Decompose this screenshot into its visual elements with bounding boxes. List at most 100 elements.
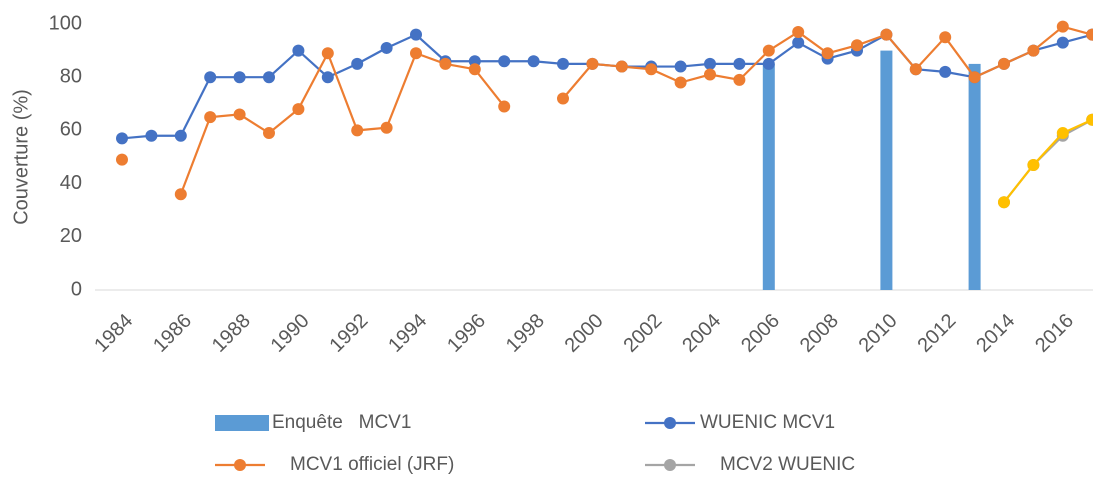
x-tick-label: 1984	[90, 310, 137, 357]
legend-item: MCV2 WUENIC	[645, 454, 855, 475]
marker	[468, 63, 481, 76]
marker	[292, 103, 305, 116]
marker	[498, 55, 511, 68]
marker	[204, 71, 217, 84]
marker	[380, 121, 393, 134]
line	[121, 33, 1093, 140]
x-tick-label: 2016	[1031, 310, 1078, 357]
marker	[410, 47, 422, 60]
legend-marker	[664, 459, 676, 471]
marker	[498, 100, 511, 113]
bar	[880, 50, 893, 290]
marker	[557, 57, 569, 70]
bar	[968, 63, 981, 291]
x-tick-label: 2006	[737, 310, 784, 357]
x-tick-label: 1990	[267, 310, 314, 357]
x-tick-label: 1986	[149, 310, 196, 357]
marker	[615, 60, 628, 73]
marker	[557, 92, 569, 105]
marker	[116, 153, 128, 166]
marker	[762, 57, 775, 70]
marker	[733, 57, 746, 70]
marker	[762, 44, 775, 57]
legend-marker	[664, 417, 676, 429]
y-tick-label: 100	[49, 12, 82, 34]
x-tick-label: 1988	[208, 310, 255, 357]
legend-label: Enquête MCV1	[272, 412, 411, 433]
marker	[880, 28, 893, 41]
marker	[410, 28, 422, 41]
line	[1003, 118, 1093, 203]
x-tick-label: 2004	[678, 310, 725, 357]
marker	[321, 47, 334, 60]
marker	[380, 41, 393, 54]
legend-label: MCV1 officiel (JRF)	[290, 454, 454, 475]
marker	[263, 71, 275, 84]
x-tick-label: 2014	[972, 310, 1019, 357]
marker	[1027, 158, 1040, 171]
marker	[263, 127, 275, 140]
y-tick-label: 0	[71, 278, 82, 300]
marker	[704, 57, 716, 70]
x-tick-label: 2010	[855, 310, 902, 357]
y-tick-label: 20	[60, 225, 82, 247]
marker	[439, 57, 452, 70]
marker	[733, 73, 746, 86]
x-tick-label: 2000	[561, 310, 608, 357]
marker	[1086, 28, 1093, 41]
marker	[174, 129, 187, 142]
marker	[1056, 36, 1069, 49]
marker	[204, 111, 217, 124]
marker	[939, 65, 952, 78]
marker	[674, 76, 687, 89]
marker	[527, 55, 540, 68]
marker	[674, 60, 687, 73]
marker	[1056, 127, 1069, 140]
x-tick-label: 2008	[796, 310, 843, 357]
marker	[909, 63, 922, 76]
x-tick-label: 2002	[619, 310, 666, 357]
marker	[645, 63, 658, 76]
marker	[968, 71, 981, 84]
marker	[821, 47, 834, 60]
x-tick-label: 1992	[325, 310, 372, 357]
legend-swatch	[215, 415, 269, 431]
marker	[998, 196, 1010, 209]
marker	[116, 132, 128, 145]
marker	[939, 31, 952, 44]
line	[179, 25, 1093, 195]
marker	[704, 68, 716, 81]
legend-label: MCV2 WUENIC	[720, 454, 855, 475]
legend-item: Enquête MCV1	[215, 412, 411, 433]
marker	[174, 188, 187, 201]
y-tick-label: 80	[60, 65, 82, 87]
marker	[1086, 113, 1093, 126]
marker	[292, 44, 305, 57]
marker	[351, 57, 364, 70]
legend-label: WUENIC MCV1	[700, 412, 835, 433]
marker	[998, 57, 1010, 70]
marker	[351, 124, 364, 137]
legend-marker	[234, 459, 246, 471]
x-tick-label: 1996	[443, 310, 490, 357]
line	[1003, 118, 1093, 203]
marker	[1056, 20, 1069, 33]
marker	[792, 36, 805, 49]
marker	[586, 57, 599, 70]
marker	[321, 71, 334, 84]
marker	[233, 71, 246, 84]
marker	[851, 39, 863, 52]
y-axis-label: Couverture (%)	[10, 89, 32, 225]
y-tick-label: 40	[60, 172, 82, 194]
legend-item: WUENIC MCV1	[645, 412, 835, 433]
marker	[145, 129, 158, 142]
x-tick-label: 2012	[913, 310, 960, 357]
x-tick-label: 1994	[384, 310, 431, 357]
y-tick-label: 60	[60, 119, 82, 141]
marker	[792, 25, 805, 38]
bar	[762, 63, 775, 291]
x-tick-label: 1998	[502, 310, 549, 357]
marker	[1027, 44, 1040, 57]
marker	[233, 108, 246, 121]
